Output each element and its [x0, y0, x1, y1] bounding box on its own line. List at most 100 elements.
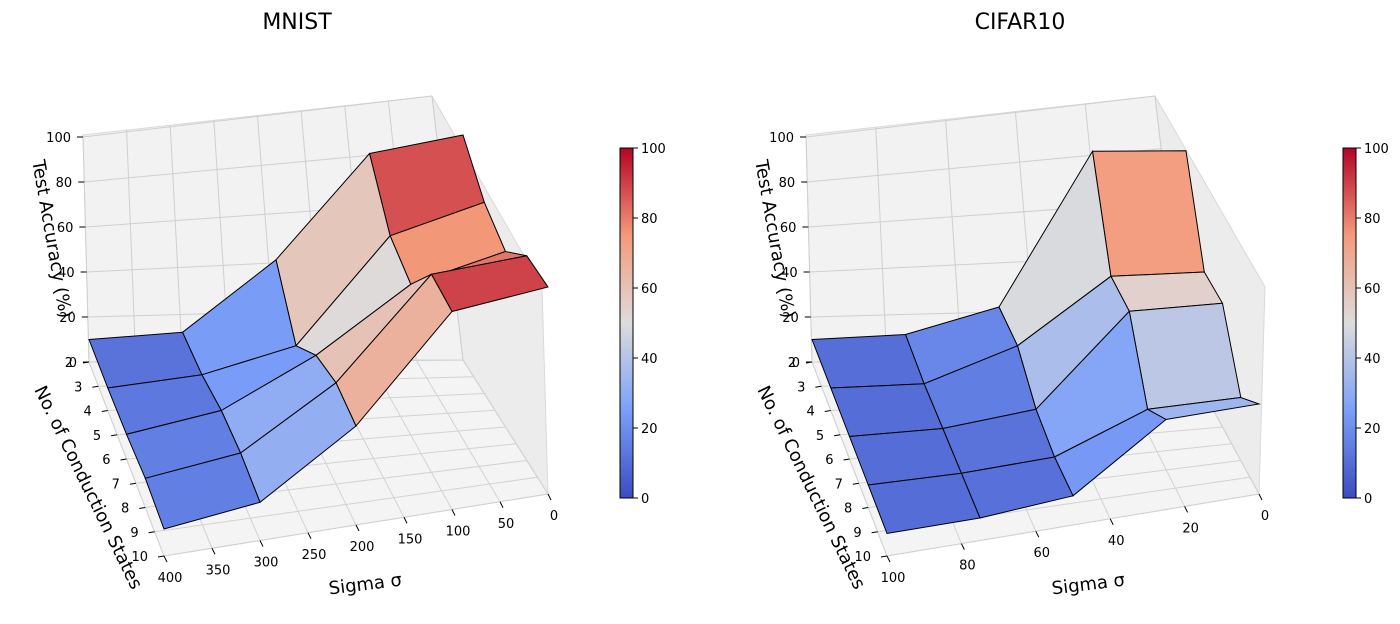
x-tick-label: 100: [881, 571, 906, 586]
colorbar-tick-label: 100: [1364, 142, 1389, 157]
x-tick-mark: [1035, 530, 1040, 538]
colorbar-tick-label: 60: [641, 282, 658, 297]
z-tick-label: 20: [59, 311, 76, 326]
y-tick-mark: [157, 555, 165, 558]
x-tick-mark: [355, 524, 360, 532]
y-tick-mark: [871, 531, 878, 534]
colorbar-tick-label: 40: [641, 352, 658, 367]
colorbar-tick-label: 100: [641, 142, 666, 157]
y-tick-mark: [805, 361, 813, 364]
colorbar: 0 20 40 60 80 100: [619, 142, 666, 507]
z-gridline: [805, 95, 1156, 138]
z-tick-label: 0: [792, 356, 800, 371]
x-tick-label: 60: [1034, 546, 1051, 561]
y-tick-label: 4: [806, 405, 814, 420]
y-tick-mark: [92, 385, 99, 388]
x-tick-label: 250: [302, 548, 327, 563]
chart-title: CIFAR10: [975, 10, 1066, 35]
z-tick-label: 60: [780, 221, 797, 236]
x-wall-gridline: [169, 125, 183, 362]
x-tick-label: 200: [350, 540, 375, 555]
x-wall-gridline: [126, 130, 137, 362]
colorbar-gradient: [619, 147, 634, 499]
y-tick-mark: [852, 482, 859, 485]
surface-face: [830, 383, 944, 438]
z-tick-label: 40: [58, 266, 75, 281]
y-tick-mark: [824, 410, 831, 412]
y-tick-label: 2: [65, 356, 73, 371]
chart-title: MNIST: [262, 10, 332, 35]
x-axis-label: Sigma σ: [328, 570, 404, 600]
y-tick-label: 10: [131, 550, 148, 565]
y-tick-mark: [862, 507, 869, 509]
y-tick-label: 8: [844, 502, 852, 517]
x-wall-gridline: [82, 134, 90, 363]
x-tick-label: 40: [1108, 534, 1125, 549]
x-tick-mark: [499, 501, 504, 508]
y-tick-mark: [834, 434, 841, 437]
colorbar-tick-label: 80: [641, 212, 658, 227]
x-tick-mark: [1258, 493, 1263, 501]
x-tick-mark: [960, 543, 965, 550]
z-tick-label: 80: [779, 176, 796, 191]
x-tick-label: 0: [1261, 509, 1269, 524]
x-tick-label: 350: [206, 563, 231, 578]
x-tick-mark: [259, 540, 264, 547]
colorbar-gradient: [1342, 147, 1357, 499]
x-tick-mark: [307, 532, 312, 539]
z-tick-label: 80: [56, 176, 73, 191]
x-tick-label: 300: [254, 556, 279, 571]
y-tick-label: 5: [93, 429, 101, 444]
colorbar-tick-label: 40: [1364, 352, 1381, 367]
y-tick-mark: [880, 555, 888, 558]
x-tick-mark: [1184, 506, 1189, 513]
x-tick-mark: [163, 555, 168, 563]
surface-face: [144, 452, 261, 530]
y-tick-mark: [139, 507, 146, 509]
x-wall-gridline: [875, 127, 888, 362]
x-tick-label: 0: [550, 509, 558, 524]
y-tick-mark: [101, 410, 108, 412]
y-tick-label: 7: [835, 477, 843, 492]
x-tick-label: 80: [959, 559, 976, 574]
x-tick-label: 100: [446, 525, 471, 540]
colorbar-tick-label: 20: [641, 422, 658, 437]
y-floor-gridline: [154, 476, 538, 533]
colorbar: 0 20 40 60 80 100: [1342, 142, 1389, 507]
x-tick-mark: [1109, 518, 1114, 526]
z-tick-label: 0: [69, 356, 77, 371]
y-floor-gridline: [886, 493, 1260, 557]
y-tick-mark: [148, 531, 155, 534]
surface-face: [1128, 302, 1242, 410]
y-tick-label: 6: [825, 453, 833, 468]
y-tick-label: 3: [797, 380, 805, 395]
y-tick-label: 2: [788, 356, 796, 371]
y-tick-label: 10: [854, 550, 871, 565]
z-tick-label: 20: [782, 311, 799, 326]
x-tick-label: 50: [498, 517, 515, 532]
colorbar-tick-label: 0: [1364, 492, 1372, 507]
surface-face: [867, 472, 981, 535]
y-tick-label: 9: [130, 526, 138, 541]
y-tick-label: 5: [816, 429, 824, 444]
x-tick-mark: [211, 548, 216, 555]
x-tick-mark: [403, 517, 408, 524]
y-tick-mark: [82, 361, 90, 364]
z-tick-label: 100: [769, 131, 794, 146]
x-tick-mark: [886, 555, 891, 563]
y-tick-label: 9: [853, 526, 861, 541]
surface-face: [811, 333, 925, 389]
y-tick-label: 3: [74, 380, 82, 395]
colorbar-tick-label: 60: [1364, 282, 1381, 297]
x-tick-mark: [547, 493, 552, 501]
z-tick-label: 40: [781, 266, 798, 281]
x-tick-label: 400: [158, 571, 183, 586]
x-tick-label: 20: [1182, 521, 1199, 536]
y-tick-label: 7: [112, 477, 120, 492]
z-tick-label: 60: [57, 221, 74, 236]
colorbar-tick-label: 20: [1364, 422, 1381, 437]
y-tick-mark: [120, 458, 127, 461]
y-tick-mark: [815, 385, 822, 388]
